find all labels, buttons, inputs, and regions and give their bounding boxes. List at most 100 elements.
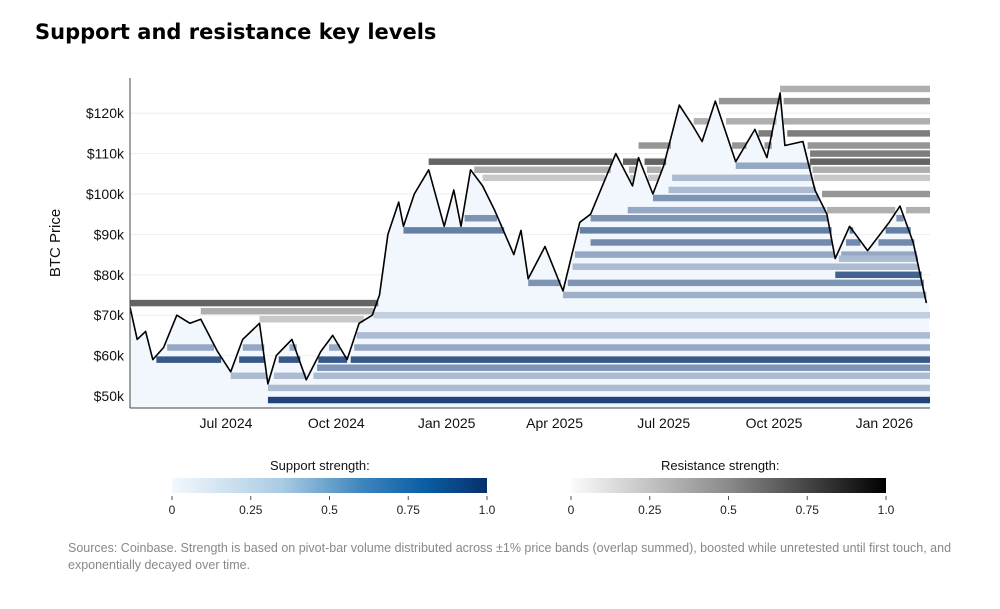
y-tick-label: $100k	[86, 186, 125, 202]
resistance-band	[622, 158, 638, 165]
resistance-band	[732, 142, 747, 149]
resistance-band	[628, 166, 637, 173]
support-band	[835, 271, 922, 279]
heatmap-bands	[130, 85, 930, 408]
support-legend-title: Support strength:	[270, 458, 370, 473]
support-band	[273, 372, 307, 380]
chart-title: Support and resistance key levels	[35, 20, 437, 44]
resistance-band	[718, 97, 781, 105]
resistance-band	[810, 158, 930, 165]
y-tick-label: $70k	[94, 307, 125, 323]
y-axis-label: BTC Price	[47, 209, 64, 277]
support-band	[317, 364, 930, 371]
support-band	[579, 227, 832, 234]
price-line	[130, 92, 928, 385]
support-colorbar	[172, 478, 487, 493]
support-band	[242, 344, 265, 351]
resistance-band	[822, 190, 930, 198]
resistance-band	[693, 118, 709, 125]
support-band	[896, 215, 904, 222]
x-ticks: Jul 2024 Oct 2024 Jan 2025 Apr 2025 Jul 2025…	[199, 415, 913, 431]
support-band	[289, 344, 297, 351]
support-band	[838, 255, 919, 262]
support-band	[574, 251, 835, 258]
resistance-band	[482, 174, 605, 182]
source-note: Sources: Coinbase. Strength is based on …	[68, 541, 952, 572]
resistance-band	[200, 307, 374, 315]
colorbar-tick-label: 1.0	[878, 503, 895, 517]
resistance-band	[130, 299, 379, 307]
colorbar-tick-label: 0.5	[321, 503, 338, 517]
resistance-legend-title: Resistance strength:	[661, 458, 780, 473]
resistance-band	[259, 316, 364, 323]
support-band	[846, 239, 861, 246]
resistance-band	[646, 166, 662, 173]
support-band	[590, 215, 829, 222]
resistance-band	[428, 158, 613, 165]
y-tick-label: $120k	[86, 105, 125, 121]
support-band	[329, 344, 340, 351]
support-band	[230, 372, 267, 380]
resistance-band	[630, 174, 634, 182]
support-band	[350, 356, 930, 363]
x-tick-label: Jan 2025	[418, 415, 476, 431]
support-band	[464, 215, 498, 222]
support-band	[167, 344, 214, 351]
support-band	[672, 174, 813, 182]
colorbar-tick-label: 0.75	[397, 503, 421, 517]
price-line-group	[130, 92, 928, 385]
colorbar-ticks: 0 0.25 0.5 0.75 1.0 0 0.25 0.5 0.75 1.0	[169, 496, 895, 517]
resistance-band	[826, 206, 896, 214]
support-band	[572, 263, 919, 270]
resistance-band	[780, 85, 930, 93]
y-ticks: $50k $60k $70k $80k $90k $100k $110k $120k	[86, 105, 125, 404]
support-band	[567, 279, 925, 287]
resistance-band	[906, 206, 930, 214]
support-band	[528, 279, 561, 287]
y-tick-label: $80k	[94, 267, 125, 283]
colorbar-tick-label: 0.25	[638, 503, 662, 517]
x-tick-label: Jul 2025	[637, 415, 690, 431]
resistance-band	[783, 118, 930, 125]
colorbar-tick-label: 0	[568, 503, 575, 517]
support-band	[652, 194, 819, 202]
resistance-colorbar	[571, 478, 886, 493]
y-tick-label: $90k	[94, 226, 125, 242]
resistance-band	[783, 97, 930, 105]
resistance-band	[474, 166, 611, 173]
resistance-band	[644, 158, 667, 165]
support-band	[318, 356, 348, 363]
colorbar-tick-label: 0.25	[239, 503, 263, 517]
resistance-band	[810, 150, 930, 157]
support-band	[841, 251, 917, 258]
support-band	[267, 384, 930, 392]
resistance-band	[638, 142, 671, 149]
support-band	[239, 356, 265, 363]
x-tick-label: Apr 2025	[526, 415, 583, 431]
support-band	[627, 206, 826, 214]
x-tick-label: Jan 2026	[856, 415, 914, 431]
x-tick-label: Oct 2025	[746, 415, 803, 431]
resistance-band	[726, 118, 777, 125]
colorbar-tick-label: 0.5	[720, 503, 737, 517]
resistance-band	[807, 142, 930, 149]
support-band	[562, 291, 927, 299]
resistance-band	[758, 130, 773, 137]
support-band	[885, 227, 911, 234]
y-tick-label: $60k	[94, 348, 125, 364]
support-band	[590, 239, 832, 246]
colorbar-tick-label: 0	[169, 503, 176, 517]
x-tick-label: Oct 2024	[308, 415, 365, 431]
support-band	[403, 227, 505, 234]
support-band	[354, 344, 930, 351]
resistance-band	[648, 174, 659, 182]
resistance-band	[764, 142, 772, 149]
x-tick-label: Jul 2024	[199, 415, 252, 431]
colorbar-tick-label: 0.75	[796, 503, 820, 517]
y-tick-label: $110k	[87, 146, 125, 162]
y-tick-label: $50k	[94, 388, 125, 404]
support-band	[156, 356, 222, 363]
support-band	[373, 311, 930, 319]
support-band	[878, 239, 915, 246]
